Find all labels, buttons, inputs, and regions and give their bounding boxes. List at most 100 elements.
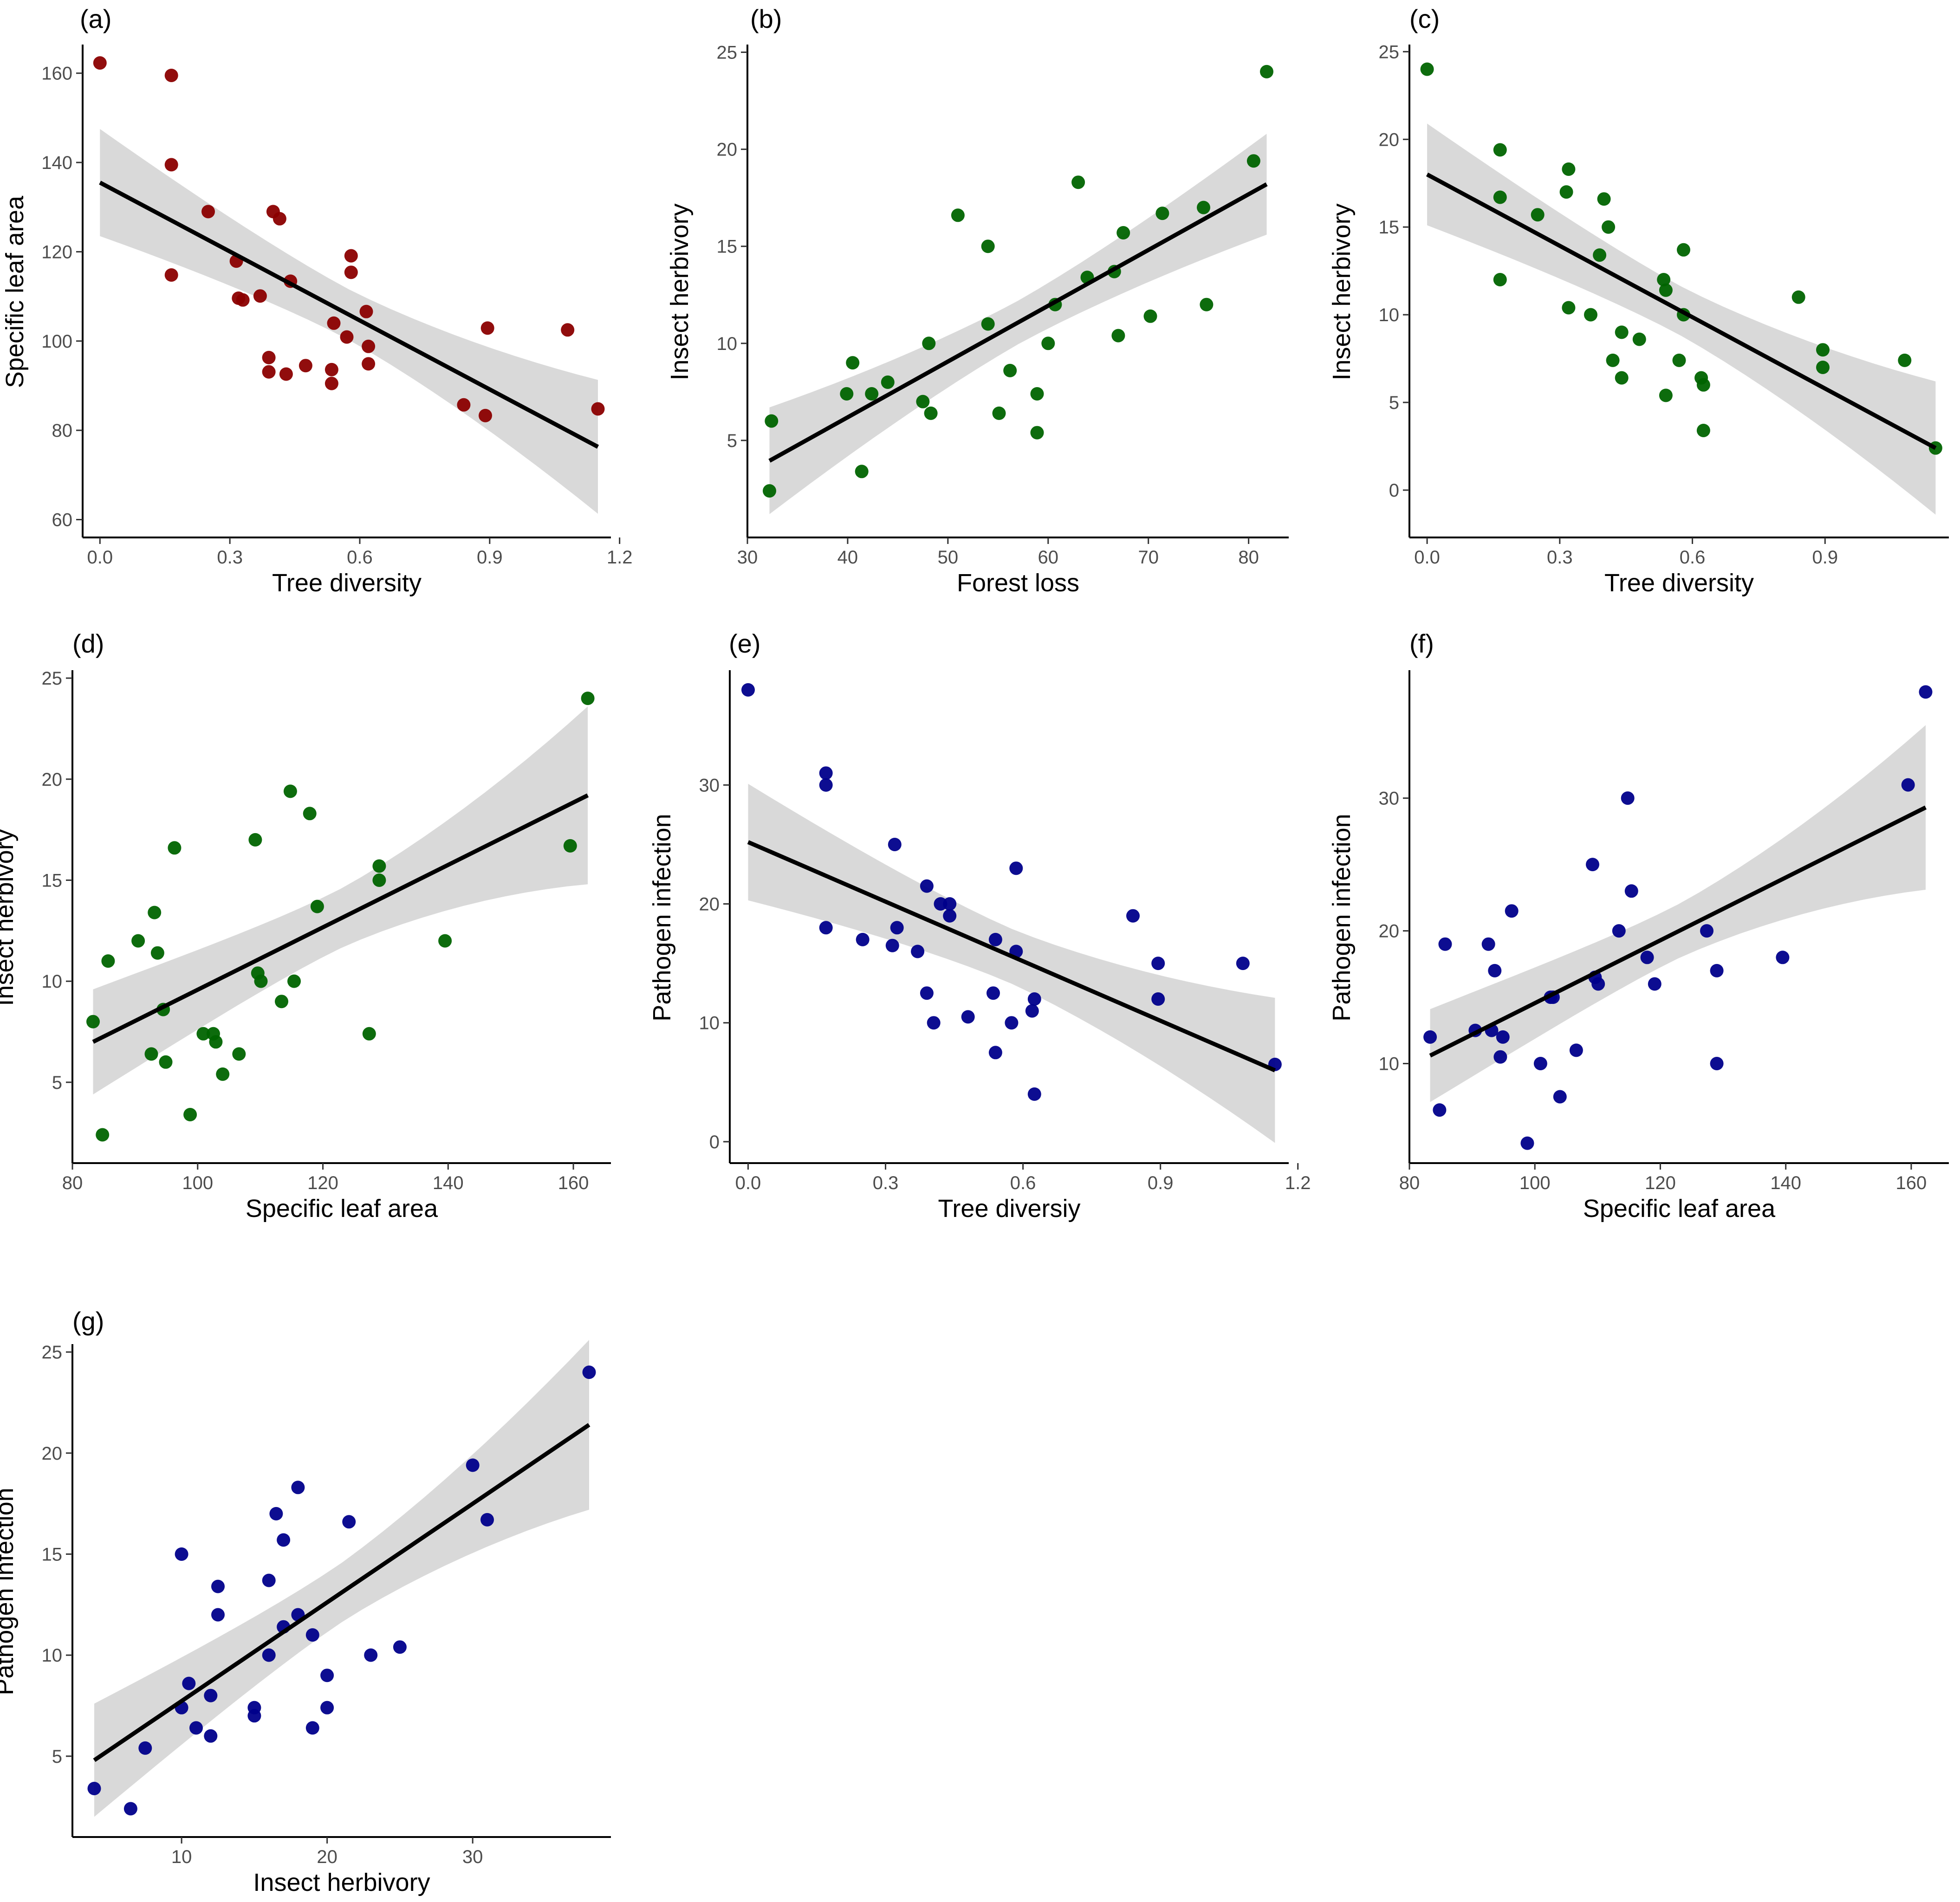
y-tick-label: 20: [42, 770, 63, 790]
data-point: [856, 932, 870, 946]
panel-c: 0.0 0.3 0.6 0.9 0 5 10 15 20 25 Tree diversity Inse…: [1328, 4, 1949, 597]
data-point: [885, 938, 899, 952]
x-tick-label: 0.6: [1010, 1173, 1036, 1193]
data-point: [279, 367, 293, 381]
data-point: [1116, 226, 1130, 239]
data-point: [981, 317, 995, 331]
data-point: [1009, 861, 1023, 875]
data-point: [1151, 957, 1165, 970]
data-point: [275, 995, 288, 1009]
y-tick-label: 5: [1389, 393, 1399, 413]
x-tick-label: 10: [171, 1847, 192, 1867]
data-point: [981, 239, 995, 253]
regression-line: [747, 840, 1276, 1073]
y-tick-label: 25: [717, 43, 738, 63]
data-point: [164, 268, 178, 282]
data-point: [204, 1729, 218, 1743]
data-point: [1236, 957, 1250, 970]
data-point: [168, 841, 182, 855]
y-axis-title: Insect herbivory: [666, 203, 694, 380]
data-point: [855, 465, 869, 479]
x-tick-label: 0.3: [1547, 547, 1573, 568]
data-point: [1003, 363, 1017, 377]
panel-d: 80 100 120 140 160 5 10 15 20 25 Specific leaf are…: [0, 629, 611, 1223]
y-tick-label: 20: [1379, 921, 1400, 942]
panel-e: 0.0 0.3 0.6 0.9 1.2 0 10 20 30 Tree diversiy Patho…: [648, 629, 1311, 1223]
x-tick-label: 1.2: [1285, 1173, 1311, 1193]
data-point: [262, 350, 276, 364]
x-tick-label: 100: [182, 1173, 213, 1193]
regression-line: [93, 1423, 591, 1762]
data-point: [457, 398, 471, 412]
y-tick-label: 10: [1379, 305, 1400, 325]
data-point: [148, 906, 162, 919]
data-point: [591, 402, 605, 416]
x-axis-title: Tree diversiy: [938, 1195, 1080, 1223]
y-tick-label: 20: [699, 894, 720, 915]
y-tick-label: 25: [42, 668, 63, 689]
data-point: [189, 1721, 203, 1735]
data-point: [927, 1016, 941, 1030]
data-point: [1553, 1090, 1567, 1104]
data-point: [101, 954, 115, 968]
data-point: [342, 1515, 356, 1529]
x-tick-label: 0.0: [1414, 547, 1440, 568]
data-point: [159, 1055, 173, 1069]
data-point: [819, 778, 833, 792]
data-point: [86, 1015, 100, 1029]
data-point: [1496, 1030, 1510, 1044]
data-point: [1584, 308, 1597, 322]
data-point: [438, 934, 452, 948]
data-point: [1126, 909, 1140, 923]
panel-f: 80 100 120 140 160 10 20 30 Specific leaf area Pa…: [1328, 629, 1949, 1223]
data-point: [236, 293, 250, 307]
x-tick-label: 50: [938, 547, 959, 568]
data-point: [305, 1721, 319, 1735]
data-point: [1005, 1016, 1019, 1030]
data-point: [1640, 951, 1654, 964]
data-point: [1030, 426, 1044, 440]
data-point: [253, 289, 267, 303]
data-point: [561, 323, 575, 337]
panel-label: (g): [72, 1307, 104, 1336]
panel-label: (e): [729, 629, 760, 658]
data-point: [175, 1547, 188, 1561]
data-point: [1597, 192, 1611, 206]
data-point: [183, 1108, 197, 1121]
panel-b: 30 40 50 60 70 80 5 10 15 20 25 Forest loss Insect h…: [666, 4, 1289, 597]
data-point: [1591, 977, 1605, 991]
x-tick-label: 160: [558, 1173, 589, 1193]
x-tick-label: 0.9: [477, 547, 503, 568]
data-point: [741, 683, 755, 697]
data-point: [1710, 1057, 1724, 1070]
data-point: [1696, 424, 1710, 437]
data-point: [325, 362, 338, 376]
data-point: [1151, 992, 1165, 1006]
regression-line: [99, 181, 599, 449]
data-point: [303, 807, 317, 821]
data-point: [1562, 162, 1576, 176]
data-point: [865, 387, 879, 401]
data-point: [196, 1027, 210, 1041]
x-tick-label: 0.6: [347, 547, 373, 568]
data-point: [1423, 1030, 1437, 1044]
data-point: [1606, 353, 1620, 367]
data-point: [911, 945, 925, 958]
data-point: [819, 766, 833, 780]
data-point: [563, 839, 577, 853]
data-point: [344, 265, 358, 279]
x-axis-title: Insect herbivory: [253, 1869, 430, 1896]
data-point: [327, 316, 341, 330]
data-point: [150, 946, 164, 960]
y-tick-label: 15: [717, 237, 738, 257]
data-point: [1657, 273, 1671, 286]
y-tick-label: 140: [41, 153, 72, 173]
x-tick-label: 0.3: [217, 547, 243, 568]
data-point: [1677, 243, 1690, 257]
data-point: [287, 974, 301, 988]
y-tick-label: 5: [727, 431, 737, 451]
data-point: [164, 69, 178, 82]
data-point: [1520, 1136, 1534, 1150]
data-point: [131, 934, 145, 948]
